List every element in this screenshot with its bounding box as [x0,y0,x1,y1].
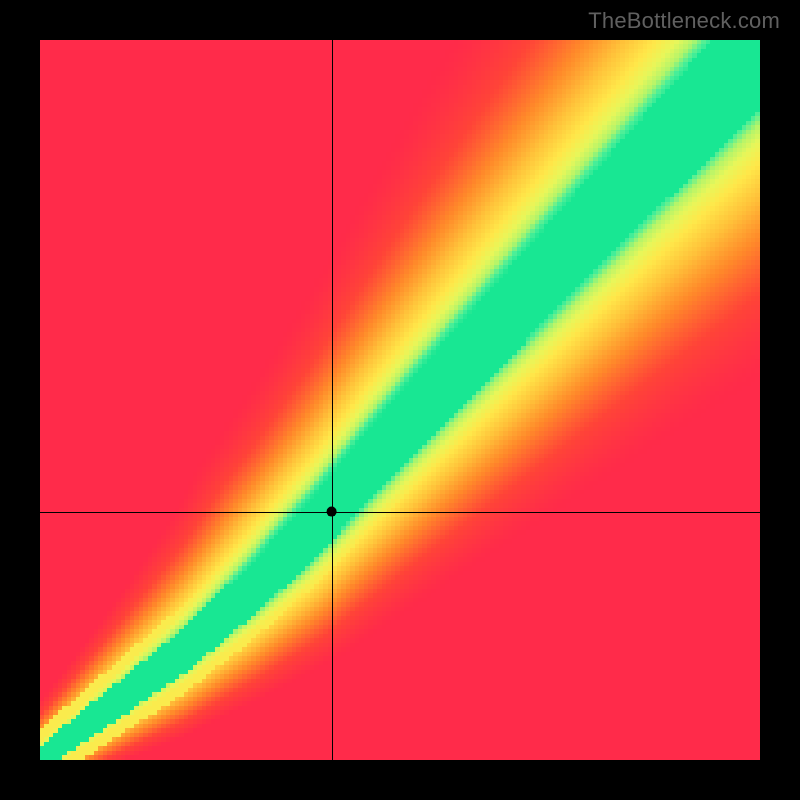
chart-frame: TheBottleneck.com [0,0,800,800]
watermark-text: TheBottleneck.com [588,8,780,34]
heatmap-plot [40,40,760,760]
heatmap-canvas [40,40,760,760]
